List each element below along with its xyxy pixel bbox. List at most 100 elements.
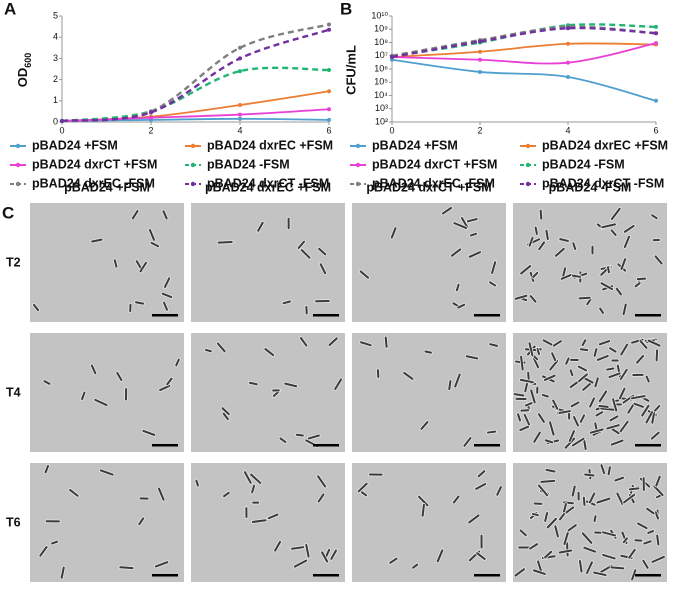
y-tick-label: 2 xyxy=(53,74,58,84)
x-tick-label: 4 xyxy=(565,125,570,135)
scale-bar xyxy=(152,314,178,317)
cell xyxy=(593,348,598,357)
cell xyxy=(295,433,304,437)
micrograph-bg xyxy=(191,463,345,582)
row-label: T6 xyxy=(6,515,21,529)
legend-marker xyxy=(15,162,21,168)
cell xyxy=(204,348,212,353)
y-tick-label: 4 xyxy=(53,32,58,42)
cell xyxy=(250,473,262,484)
cell xyxy=(468,251,482,258)
cell xyxy=(487,430,497,434)
y-tick-label: 10⁶ xyxy=(374,63,388,73)
series-line xyxy=(391,42,657,58)
cell xyxy=(424,350,432,354)
cell xyxy=(318,247,327,256)
cell xyxy=(609,415,619,422)
cell xyxy=(163,277,171,288)
cell xyxy=(540,479,556,483)
cell xyxy=(222,412,229,421)
cell xyxy=(532,271,539,279)
scale-bar xyxy=(313,574,339,577)
y-tick-label: 5 xyxy=(53,10,58,20)
cell xyxy=(634,282,641,288)
legend-marker xyxy=(525,181,531,187)
point xyxy=(478,57,482,62)
cell xyxy=(642,559,649,569)
legend-label: pBAD24 -FSM xyxy=(542,157,625,171)
scale-bar xyxy=(635,314,661,317)
cell xyxy=(608,372,621,379)
cell xyxy=(359,270,370,279)
cell xyxy=(264,348,275,357)
cell xyxy=(639,340,648,349)
cell xyxy=(600,282,614,291)
cell xyxy=(571,274,582,278)
y-tick-label: 0 xyxy=(53,116,58,126)
scale-bar xyxy=(313,314,339,317)
cell xyxy=(529,295,537,303)
cell xyxy=(544,550,553,559)
y-tick-label: 10⁵ xyxy=(374,77,388,87)
cell xyxy=(43,380,51,385)
series-line xyxy=(61,117,330,122)
cell xyxy=(538,241,546,251)
cell xyxy=(628,487,640,491)
cell xyxy=(636,354,645,364)
cell xyxy=(620,343,629,356)
cell xyxy=(441,206,453,215)
column-header: pBAD24 dxrEC +FSM xyxy=(205,180,331,194)
cell xyxy=(602,531,617,537)
cell xyxy=(454,373,461,388)
scale-bar xyxy=(474,444,500,447)
point xyxy=(478,39,482,44)
y-tick-label: 10³ xyxy=(375,103,388,113)
point xyxy=(238,69,242,74)
cell xyxy=(607,466,611,476)
point xyxy=(654,41,658,46)
cell xyxy=(647,530,655,534)
point xyxy=(238,103,242,108)
cell xyxy=(598,390,608,403)
cell xyxy=(616,492,624,505)
cell xyxy=(524,380,529,393)
cell xyxy=(159,384,171,392)
series-line xyxy=(61,108,330,122)
cell xyxy=(476,552,486,560)
cell xyxy=(572,242,577,251)
cell xyxy=(599,307,605,314)
cell xyxy=(537,560,542,572)
point xyxy=(566,41,570,46)
cell xyxy=(519,529,527,537)
cell xyxy=(581,339,587,347)
cell xyxy=(537,484,549,497)
cell xyxy=(554,247,565,257)
cell xyxy=(654,255,663,265)
legend-marker xyxy=(525,143,531,149)
legend-marker xyxy=(355,143,361,149)
legend-label: pBAD24 dxrEC +FSM xyxy=(207,138,333,152)
micrograph xyxy=(513,463,667,582)
legend-label: pBAD24 +FSM xyxy=(372,138,458,152)
cell xyxy=(563,532,569,546)
legend-marker xyxy=(15,143,21,149)
cell xyxy=(217,241,233,244)
y-tick-label: 10¹⁰ xyxy=(371,10,388,20)
legend-label: pBAD24 dxrCT +FSM xyxy=(32,157,157,171)
cell xyxy=(248,381,258,386)
cell xyxy=(513,393,525,397)
cell xyxy=(528,236,534,247)
cell xyxy=(532,357,540,369)
panel-label: A xyxy=(4,0,16,18)
cell xyxy=(637,522,648,530)
cell xyxy=(560,273,573,280)
cell xyxy=(475,483,487,490)
cell xyxy=(175,358,180,367)
cell xyxy=(596,497,611,504)
cell xyxy=(519,425,530,432)
cell xyxy=(609,347,617,353)
cell xyxy=(328,337,338,347)
cell xyxy=(514,294,528,300)
cell xyxy=(645,411,654,424)
